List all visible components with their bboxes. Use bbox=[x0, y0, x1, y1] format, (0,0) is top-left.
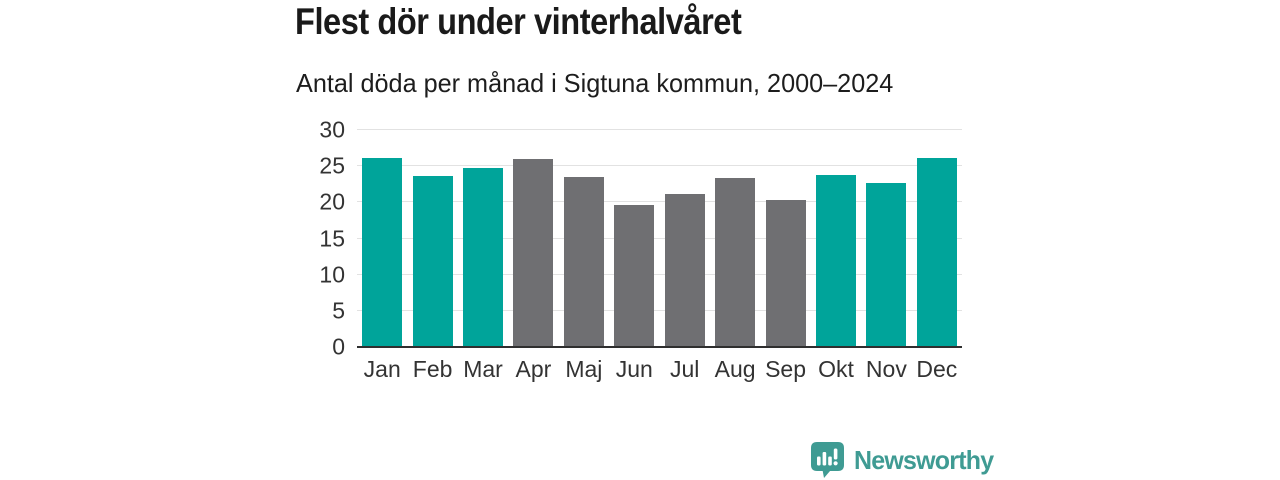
y-tick-label-15: 15 bbox=[319, 225, 345, 251]
x-tick-label-feb: Feb bbox=[412, 356, 453, 382]
chart-title: Flest dör under vinterhalvåret bbox=[295, 1, 742, 42]
bar-apr bbox=[513, 158, 554, 347]
bar-feb bbox=[412, 175, 453, 347]
bar-okt bbox=[815, 174, 856, 347]
y-tick-label-25: 25 bbox=[319, 152, 345, 179]
gridline-5 bbox=[357, 309, 962, 311]
bar-mar bbox=[463, 167, 504, 347]
x-axis-baseline bbox=[357, 346, 962, 348]
x-tick-label-mar: Mar bbox=[463, 356, 503, 382]
newsworthy-logo-text: Newsworthy bbox=[854, 444, 994, 475]
bar-jan bbox=[362, 158, 403, 347]
y-tick-label-5: 5 bbox=[332, 297, 345, 324]
x-tick-label-okt: Okt bbox=[818, 356, 854, 382]
x-tick-label-maj: Maj bbox=[565, 356, 603, 382]
x-tick-label-sep: Sep bbox=[765, 356, 806, 382]
y-tick-label-0: 0 bbox=[332, 333, 345, 360]
y-tick-label-20: 20 bbox=[319, 188, 345, 215]
bar-dec bbox=[916, 157, 957, 347]
x-tick-label-apr: Apr bbox=[515, 356, 552, 382]
chart-subtitle: Antal döda per månad i Sigtuna kommun, 2… bbox=[296, 68, 894, 98]
x-tick-label-jul: Jul bbox=[670, 356, 700, 382]
bar-sep bbox=[765, 200, 806, 347]
newsworthy-logo-icon bbox=[811, 442, 844, 478]
gridline-25 bbox=[357, 165, 962, 167]
newsworthy-logo[interactable]: Newsworthy bbox=[810, 441, 999, 478]
plot-area bbox=[357, 129, 962, 348]
gridline-30 bbox=[357, 129, 962, 130]
bar-jul bbox=[664, 194, 705, 347]
bar-jun bbox=[614, 204, 655, 347]
bar-aug bbox=[715, 178, 756, 347]
x-tick-label-dec: Dec bbox=[916, 356, 958, 382]
bar-maj bbox=[563, 177, 604, 347]
gridline-20 bbox=[357, 201, 962, 203]
x-tick-label-aug: Aug bbox=[714, 356, 756, 382]
x-tick-label-jun: Jun bbox=[615, 356, 653, 382]
x-tick-label-nov: Nov bbox=[865, 356, 907, 382]
x-tick-label-jan: Jan bbox=[363, 356, 401, 382]
y-tick-label-10: 10 bbox=[319, 261, 345, 288]
x-axis-labels: Jan Feb Mar Apr Maj Jun Jul Aug Sep Okt Nov Dec bbox=[357, 358, 962, 388]
gridline-10 bbox=[357, 273, 962, 275]
bar-nov bbox=[866, 182, 907, 347]
y-tick-label-30: 30 bbox=[319, 116, 345, 143]
gridline-15 bbox=[357, 237, 962, 239]
y-axis-labels: 0 5 10 15 20 25 30 bbox=[270, 118, 345, 358]
